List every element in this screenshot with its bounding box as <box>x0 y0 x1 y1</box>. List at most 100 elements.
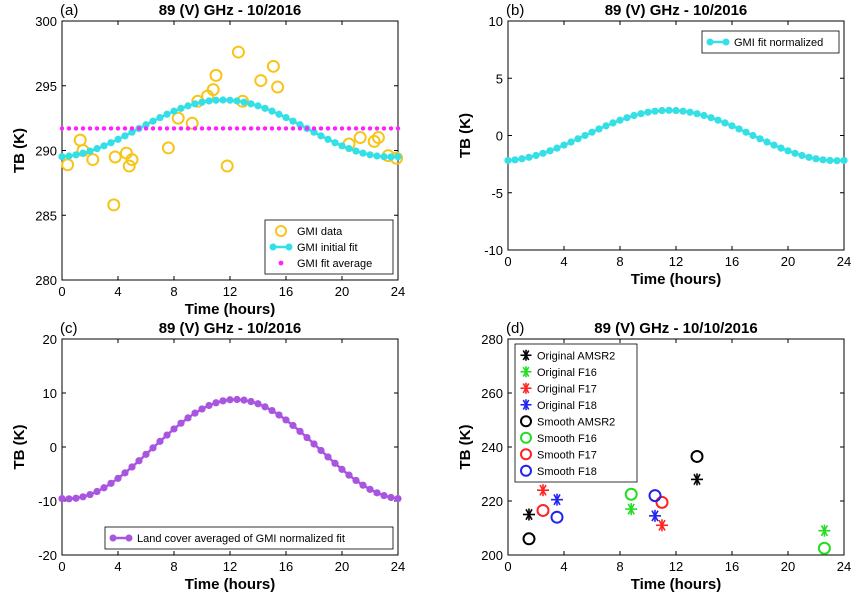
data-point <box>770 141 778 149</box>
chart-panel-b: 0 4 8 12 16 20 24 -10 -5 0 5 10 89 (V) GHz - 10/2016… <box>457 2 851 288</box>
data-point <box>551 493 563 506</box>
data-point <box>254 102 262 110</box>
data-point <box>233 395 241 404</box>
data-point <box>122 159 136 173</box>
data-point <box>114 474 122 482</box>
data-point <box>219 96 227 104</box>
data-point <box>100 484 108 492</box>
data-point <box>121 132 129 140</box>
y-tick-label: 10 <box>489 14 503 29</box>
legend-swatch <box>520 464 532 477</box>
data-point <box>269 126 275 131</box>
data-point <box>107 139 115 147</box>
data-point <box>817 541 831 555</box>
legend-label: Original AMSR2 <box>537 350 615 362</box>
data-point <box>289 421 297 430</box>
legend-label: Original F18 <box>537 400 597 412</box>
y-tick-label: -10 <box>38 494 57 509</box>
data-point <box>209 68 223 82</box>
y-axis-label: TB (K) <box>457 425 474 470</box>
data-point <box>318 126 324 131</box>
legend-swatch <box>275 225 287 237</box>
data-point <box>115 126 121 131</box>
legend-box <box>701 30 840 54</box>
data-point <box>93 487 101 496</box>
plot-area <box>61 338 399 556</box>
legend-swatch <box>520 349 532 361</box>
x-tick-label: 20 <box>335 559 349 574</box>
data-point <box>352 476 360 485</box>
data-point <box>125 153 139 167</box>
legend-label: Original F17 <box>537 383 597 395</box>
x-tick-label: 8 <box>616 254 623 269</box>
legend-label: GMI fit average <box>297 258 372 270</box>
data-point <box>150 126 156 131</box>
x-tick-label: 24 <box>391 284 405 299</box>
data-point <box>304 126 310 131</box>
chart-title: 89 (V) GHz - 10/10/2016 <box>594 320 757 337</box>
data-point <box>818 524 831 537</box>
legend-swatch <box>722 38 730 46</box>
data-point <box>359 149 367 157</box>
data-point <box>128 463 136 471</box>
data-point <box>581 131 589 140</box>
data-point <box>395 126 401 131</box>
data-point <box>537 484 549 497</box>
data-point <box>721 119 729 127</box>
y-tick-label: 0 <box>50 440 57 455</box>
x-tick-label: 24 <box>837 559 851 574</box>
data-point <box>58 153 66 161</box>
data-point <box>213 126 219 131</box>
data-point <box>658 106 666 115</box>
data-point <box>108 126 114 131</box>
data-point <box>163 431 171 439</box>
data-point <box>609 119 617 127</box>
panel-letter: (c) <box>60 320 78 337</box>
data-point <box>233 97 241 105</box>
legend-box <box>104 526 394 550</box>
data-point <box>310 440 318 448</box>
x-axis-label: Time (hours) <box>631 576 722 593</box>
data-point <box>339 126 345 131</box>
data-point <box>234 126 240 131</box>
data-point <box>199 126 205 131</box>
data-point <box>331 139 339 147</box>
x-tick-label: 20 <box>781 559 795 574</box>
data-point <box>690 449 704 463</box>
data-point <box>79 149 87 157</box>
series-smooth-f17 <box>536 495 669 517</box>
data-point <box>367 134 381 148</box>
data-point <box>65 152 73 160</box>
series-gmi-fit-normalized <box>504 106 848 165</box>
data-point <box>192 126 198 131</box>
data-point <box>511 156 519 164</box>
data-point <box>784 147 792 155</box>
data-point <box>567 138 575 146</box>
data-point <box>275 411 283 419</box>
data-point <box>87 126 93 131</box>
data-point <box>553 144 561 152</box>
x-tick-label: 16 <box>725 254 739 269</box>
legend-label: GMI fit normalized <box>734 37 823 49</box>
data-point <box>261 104 269 112</box>
data-point <box>135 457 143 465</box>
chart-panel-a: 0 4 8 12 16 20 24 280 285 290 295 300 89 (V) GHz - 1… <box>11 2 405 318</box>
y-tick-label: -20 <box>38 548 57 563</box>
data-point <box>381 126 387 131</box>
data-point <box>387 153 395 161</box>
data-point <box>157 126 163 131</box>
data-point <box>66 126 72 131</box>
series-smooth-amsr2 <box>522 449 704 546</box>
legend-swatch <box>520 415 532 428</box>
data-point <box>142 450 150 458</box>
data-point <box>231 45 245 59</box>
data-point <box>644 108 652 116</box>
legend-swatch <box>520 399 532 411</box>
data-point <box>58 494 66 503</box>
y-tick-label: 300 <box>35 14 57 29</box>
data-point <box>352 147 360 155</box>
data-point <box>387 493 395 502</box>
data-point <box>616 116 624 124</box>
data-point <box>170 107 178 115</box>
data-point <box>184 102 192 110</box>
